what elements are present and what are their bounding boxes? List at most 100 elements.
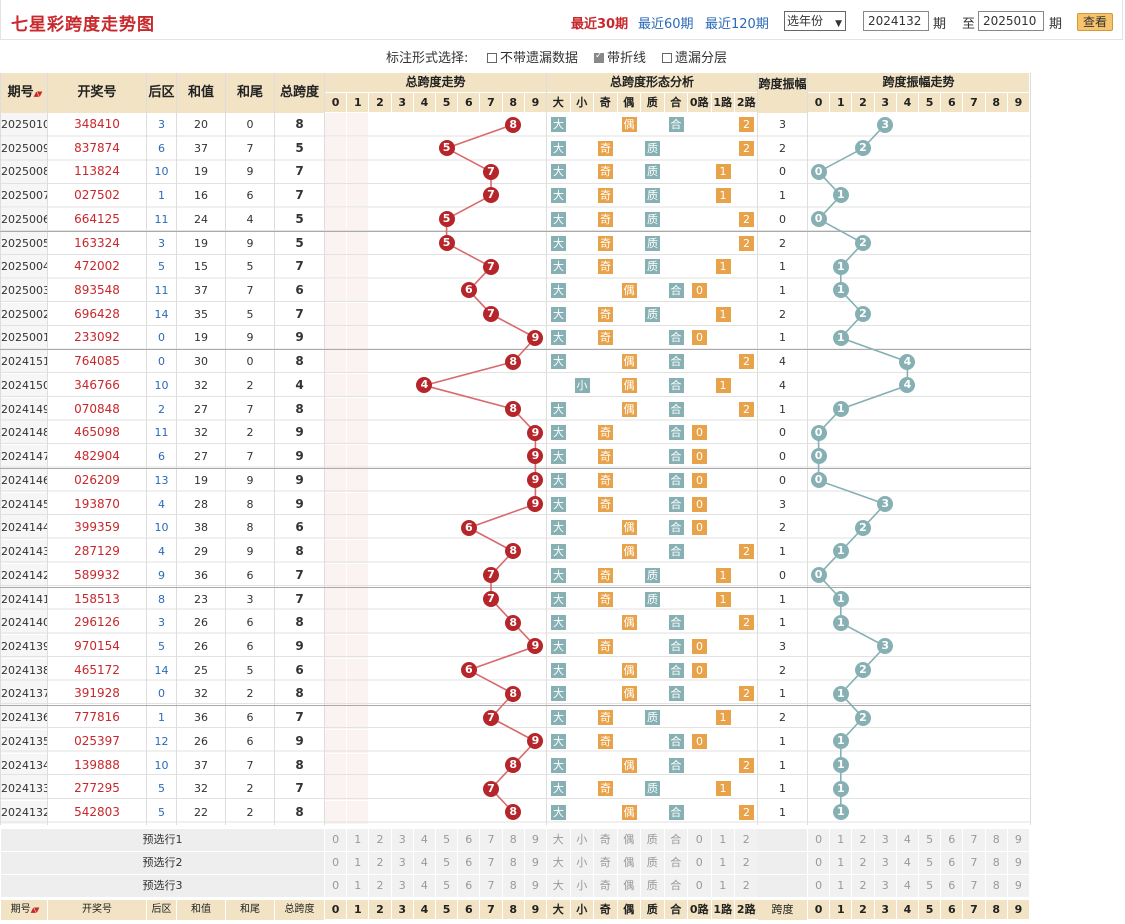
preselect-digit[interactable]: 1 [347,829,369,851]
preselect-form[interactable]: 奇 [594,852,617,874]
to-period-input[interactable]: 2025010 [978,11,1044,31]
preselect-amp-digit[interactable]: 1 [830,875,852,897]
preselect-digit[interactable]: 3 [391,829,413,851]
preselect-digit[interactable]: 4 [413,852,435,874]
preselect-form[interactable]: 2 [735,875,758,897]
preselect-amp-digit[interactable]: 0 [808,875,830,897]
preselect-digit[interactable]: 6 [458,829,480,851]
preselect-digit[interactable]: 0 [325,875,347,897]
sort-icon[interactable]: ▲▼ [30,906,40,914]
preselect-digit[interactable]: 6 [458,875,480,897]
preselect-amp-digit[interactable]: 7 [963,852,985,874]
preselect-digit[interactable]: 5 [436,852,458,874]
preselect-digit[interactable]: 2 [369,852,391,874]
query-button[interactable]: 查看 [1077,13,1113,31]
preselect-digit[interactable]: 1 [347,875,369,897]
preselect-digit[interactable]: 7 [480,852,502,874]
preselect-form[interactable]: 大 [547,875,570,897]
from-period-input[interactable]: 2024132 [863,11,929,31]
nav-recent-60[interactable]: 最近60期 [638,17,694,32]
preselect-digit[interactable]: 9 [524,829,546,851]
preselect-amp-digit[interactable]: 4 [896,875,918,897]
preselect-form[interactable]: 偶 [617,875,640,897]
preselect-amp-digit[interactable]: 1 [830,829,852,851]
preselect-digit[interactable]: 1 [347,852,369,874]
preselect-form[interactable]: 0 [688,875,711,897]
preselect-form[interactable]: 质 [641,875,664,897]
option-layer[interactable]: 遗漏分层 [662,47,727,66]
preselect-digit[interactable]: 0 [325,852,347,874]
preselect-amp-digit[interactable]: 7 [963,829,985,851]
preselect-digit[interactable]: 8 [502,852,524,874]
preselect-digit[interactable]: 3 [391,875,413,897]
preselect-amp-digit[interactable]: 8 [985,852,1007,874]
preselect-digit[interactable]: 7 [480,875,502,897]
preselect-form[interactable]: 大 [547,852,570,874]
checkbox-line[interactable] [594,51,604,63]
preselect-amp-digit[interactable]: 6 [941,875,963,897]
preselect-amp-digit[interactable]: 8 [985,829,1007,851]
preselect-amp-digit[interactable]: 5 [919,875,941,897]
preselect-digit[interactable]: 7 [480,829,502,851]
preselect-amp-digit[interactable]: 9 [1007,875,1029,897]
checkbox-layer[interactable] [662,53,672,63]
preselect-form[interactable]: 1 [711,852,734,874]
col-header-period[interactable]: 期号▲▼ [1,900,47,920]
preselect-amp-digit[interactable]: 2 [852,829,874,851]
preselect-form[interactable]: 质 [641,852,664,874]
preselect-amp-digit[interactable]: 5 [919,829,941,851]
nav-recent-30[interactable]: 最近30期 [571,17,629,32]
preselect-digit[interactable]: 9 [524,875,546,897]
preselect-form[interactable]: 小 [570,852,593,874]
preselect-amp-digit[interactable]: 9 [1007,852,1029,874]
preselect-amp-digit[interactable]: 7 [963,875,985,897]
preselect-amp-digit[interactable]: 6 [941,852,963,874]
preselect-digit[interactable]: 2 [369,875,391,897]
preselect-digit[interactable]: 3 [391,852,413,874]
preselect-digit[interactable]: 9 [524,852,546,874]
preselect-amp-digit[interactable]: 4 [896,852,918,874]
sort-icon[interactable]: ▲▼ [33,90,43,98]
preselect-amp-digit[interactable]: 5 [919,852,941,874]
preselect-form[interactable]: 小 [570,875,593,897]
preselect-digit[interactable]: 8 [502,875,524,897]
preselect-amp-digit[interactable]: 9 [1007,829,1029,851]
preselect-amp-digit[interactable]: 6 [941,829,963,851]
preselect-form[interactable]: 2 [735,829,758,851]
preselect-amp-digit[interactable]: 8 [985,875,1007,897]
preselect-amp-digit[interactable]: 2 [852,852,874,874]
preselect-digit[interactable]: 4 [413,875,435,897]
preselect-amp-digit[interactable]: 3 [874,852,896,874]
preselect-form[interactable]: 偶 [617,829,640,851]
preselect-form[interactable]: 奇 [594,829,617,851]
preselect-digit[interactable]: 5 [436,829,458,851]
preselect-digit[interactable]: 8 [502,829,524,851]
preselect-form[interactable]: 0 [688,852,711,874]
option-line[interactable]: 带折线 [594,47,646,66]
preselect-form[interactable]: 质 [641,829,664,851]
preselect-form[interactable]: 0 [688,829,711,851]
preselect-form[interactable]: 偶 [617,852,640,874]
preselect-amp-digit[interactable]: 4 [896,829,918,851]
option-no-miss[interactable]: 不带遗漏数据 [487,47,578,66]
year-select[interactable]: 选年份 ▼ [784,11,846,31]
preselect-amp-digit[interactable]: 1 [830,852,852,874]
preselect-form[interactable]: 奇 [594,875,617,897]
preselect-amp-digit[interactable]: 3 [874,875,896,897]
preselect-amp-digit[interactable]: 2 [852,875,874,897]
preselect-digit[interactable]: 0 [325,829,347,851]
preselect-digit[interactable]: 6 [458,852,480,874]
preselect-digit[interactable]: 5 [436,875,458,897]
preselect-form[interactable]: 合 [664,852,687,874]
preselect-amp-digit[interactable]: 3 [874,829,896,851]
col-header-period[interactable]: 期号▲▼ [1,73,47,113]
preselect-form[interactable]: 1 [711,829,734,851]
preselect-form[interactable]: 合 [664,829,687,851]
preselect-form[interactable]: 小 [570,829,593,851]
preselect-form[interactable]: 1 [711,875,734,897]
nav-recent-120[interactable]: 最近120期 [705,17,769,32]
preselect-amp-digit[interactable]: 0 [808,852,830,874]
preselect-digit[interactable]: 2 [369,829,391,851]
checkbox-no-miss[interactable] [487,53,497,63]
preselect-form[interactable]: 合 [664,875,687,897]
